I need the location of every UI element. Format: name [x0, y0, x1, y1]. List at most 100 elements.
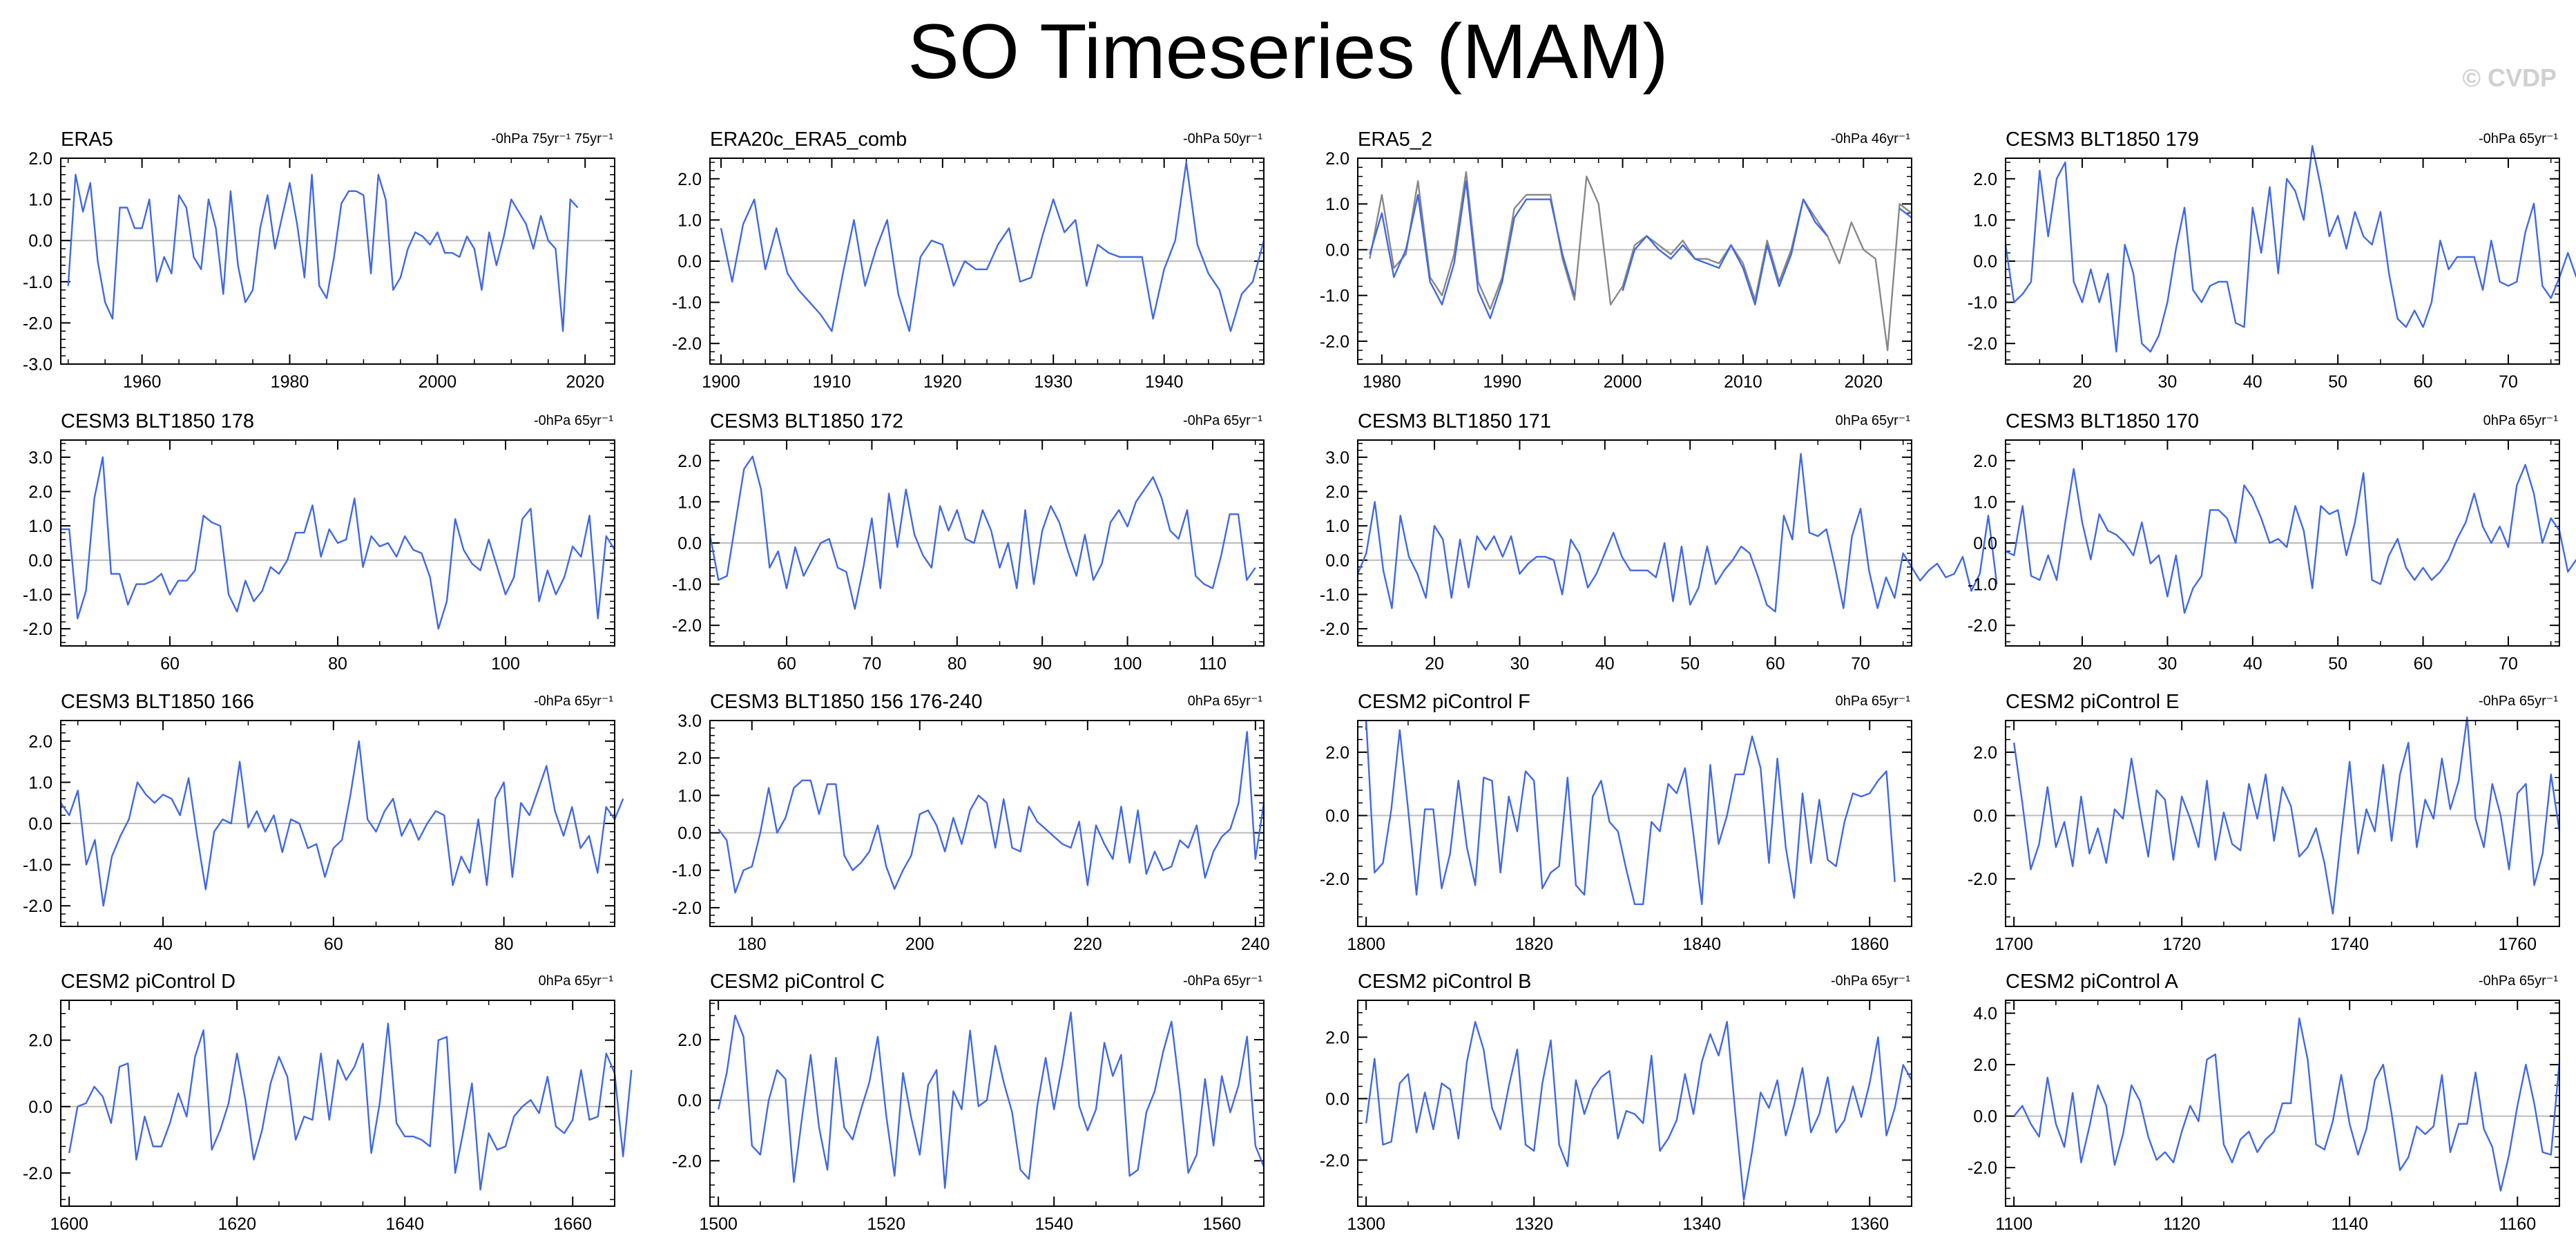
y-tick-label: -2.0 — [1968, 334, 1997, 354]
plot-frame — [1357, 1000, 1912, 1207]
chart-panel-13: CESM2 piControl D 0hPa 65yr⁻¹ -2.0 0.0 2.0 16… — [23, 971, 633, 1234]
x-tick-label: 1980 — [271, 372, 309, 392]
chart-panel-14: CESM2 piControl C -0hPa 65yr⁻¹ -2.0 0.0 2.0 1… — [672, 971, 1265, 1234]
panel-subtitle: -0hPa 46yr⁻¹ — [1831, 131, 1910, 146]
panel-subtitle: 0hPa 65yr⁻¹ — [2483, 413, 2559, 428]
panel-title: CESM2 piControl E — [2006, 691, 2179, 713]
x-tick-label: 1160 — [2499, 1214, 2536, 1234]
panel-subtitle: -0hPa 65yr⁻¹ — [2479, 131, 2558, 146]
y-tick-label: -2.0 — [23, 314, 52, 333]
plot-frame — [709, 158, 1265, 365]
chart-panel-11: CESM2 piControl F 0hPa 65yr⁻¹ -2.0 0.0 2.0 18… — [1320, 691, 1912, 954]
y-tick-label: 2.0 — [28, 483, 52, 502]
series-line-2 — [1369, 180, 1912, 319]
chart-panel-8: CESM3 BLT1850 170 0hPa 65yr⁻¹ -2.0 -1.0 0.0 1… — [1968, 410, 2576, 674]
y-tick-label: 1.0 — [677, 211, 702, 230]
plot-frame — [709, 1000, 1265, 1207]
x-tick-label: 1910 — [813, 372, 852, 392]
y-tick-label: 1.0 — [677, 786, 702, 806]
series-line-1 — [2004, 144, 2576, 353]
panel-title: CESM2 piControl C — [710, 971, 885, 993]
panel-title: CESM3 BLT1850 166 — [61, 691, 254, 713]
x-tick-label: 220 — [1073, 935, 1102, 954]
x-tick-label: 70 — [863, 654, 882, 674]
x-tick-label: 20 — [2073, 372, 2092, 392]
chart-panel-10: CESM3 BLT1850 156 176-240 0hPa 65yr⁻¹ -2.0… — [672, 691, 1270, 954]
panel-subtitle: 0hPa 65yr⁻¹ — [1836, 694, 1911, 709]
y-tick-label: -2.0 — [1320, 620, 1349, 639]
series-line-1 — [2013, 1017, 2561, 1192]
series-line-1 — [2005, 464, 2576, 614]
panel-subtitle: 0hPa 65yr⁻¹ — [1836, 413, 1911, 428]
x-tick-label: 1840 — [1682, 935, 1721, 954]
x-tick-label: 2000 — [419, 372, 457, 392]
series-line-1 — [68, 1022, 633, 1191]
plot-frame — [1357, 158, 1912, 365]
plot-frame — [2005, 158, 2560, 365]
y-tick-label: 0.0 — [1973, 252, 1997, 271]
x-tick-label: 1560 — [1202, 1214, 1241, 1234]
y-tick-label: 1.0 — [1973, 493, 1997, 512]
series-line-1 — [709, 455, 1256, 610]
panel-title: CESM3 BLT1850 179 — [2006, 128, 2199, 151]
panel-subtitle: -0hPa 65yr⁻¹ — [534, 413, 613, 428]
y-tick-label: 2.0 — [1325, 149, 1349, 169]
y-tick-label: -2.0 — [1968, 870, 1997, 889]
x-tick-label: 1860 — [1850, 935, 1889, 954]
x-tick-label: 1920 — [923, 372, 962, 392]
plot-frame — [2005, 720, 2560, 927]
series-line-1 — [1365, 720, 1896, 906]
y-tick-label: -1.0 — [23, 586, 52, 605]
y-tick-label: 1.0 — [28, 773, 52, 792]
x-tick-label: 20 — [1425, 654, 1444, 674]
y-tick-label: -2.0 — [23, 1164, 52, 1183]
x-tick-label: 1120 — [2163, 1214, 2200, 1234]
y-tick-label: -1.0 — [672, 861, 702, 881]
panel-subtitle: -0hPa 50yr⁻¹ — [1183, 131, 1262, 146]
y-tick-label: 2.0 — [677, 452, 702, 471]
y-tick-label: -2.0 — [1320, 1151, 1349, 1170]
panel-subtitle: 0hPa 65yr⁻¹ — [1188, 694, 1263, 709]
y-tick-label: -2.0 — [672, 334, 702, 354]
chart-panel-4: CESM3 BLT1850 179 -0hPa 65yr⁻¹ -2.0 -1.0 0.0… — [1968, 128, 2576, 392]
y-tick-label: 0.0 — [28, 551, 52, 571]
x-tick-label: 2020 — [566, 372, 604, 392]
x-tick-label: 1640 — [385, 1214, 424, 1234]
x-tick-label: 40 — [2243, 654, 2262, 674]
panel-title: CESM3 BLT1850 171 — [1358, 410, 1551, 432]
chart-panel-2: ERA20c_ERA5_comb -0hPa 50yr⁻¹ -2.0 -1.0 0.0 1… — [672, 128, 1265, 392]
x-tick-label: 60 — [1766, 654, 1785, 674]
y-tick-label: 0.0 — [677, 534, 702, 553]
x-tick-label: 70 — [2499, 654, 2518, 674]
x-tick-label: 1520 — [867, 1214, 905, 1234]
y-tick-label: 2.0 — [1973, 743, 1997, 763]
y-tick-label: -2.0 — [1320, 332, 1349, 352]
x-tick-label: 30 — [2158, 654, 2178, 674]
x-tick-label: 50 — [2328, 372, 2347, 392]
chart-panel-15: CESM2 piControl B -0hPa 65yr⁻¹ -2.0 0.0 2.0 1… — [1320, 971, 1913, 1234]
x-tick-label: 1320 — [1515, 1214, 1553, 1234]
series-line-1 — [1365, 1020, 1913, 1201]
x-tick-label: 50 — [2328, 654, 2347, 674]
y-tick-label: 0.0 — [1973, 807, 1997, 826]
y-tick-label: -2.0 — [672, 899, 702, 918]
x-tick-label: 1990 — [1483, 372, 1521, 392]
panel-subtitle: -0hPa 65yr⁻¹ — [2479, 973, 2558, 989]
series-line-1 — [718, 1011, 1265, 1189]
panel-title: CESM2 piControl F — [1358, 691, 1530, 713]
x-tick-label: 1760 — [2498, 935, 2537, 954]
x-tick-label: 1930 — [1034, 372, 1073, 392]
y-tick-label: 1.0 — [1325, 517, 1349, 536]
y-tick-label: -2.0 — [1968, 616, 1997, 636]
y-tick-label: -1.0 — [1968, 575, 1997, 595]
x-tick-label: 60 — [2414, 372, 2433, 392]
x-tick-label: 40 — [2243, 372, 2262, 392]
x-tick-label: 60 — [324, 935, 343, 954]
y-tick-label: -2.0 — [23, 897, 52, 916]
y-tick-label: -2.0 — [1968, 1159, 1997, 1178]
x-tick-label: 50 — [1680, 654, 1700, 674]
y-tick-label: 2.0 — [1973, 452, 1997, 471]
y-tick-label: 2.0 — [1325, 483, 1349, 502]
y-tick-label: 2.0 — [1325, 1028, 1349, 1047]
x-tick-label: 1740 — [2330, 935, 2369, 954]
